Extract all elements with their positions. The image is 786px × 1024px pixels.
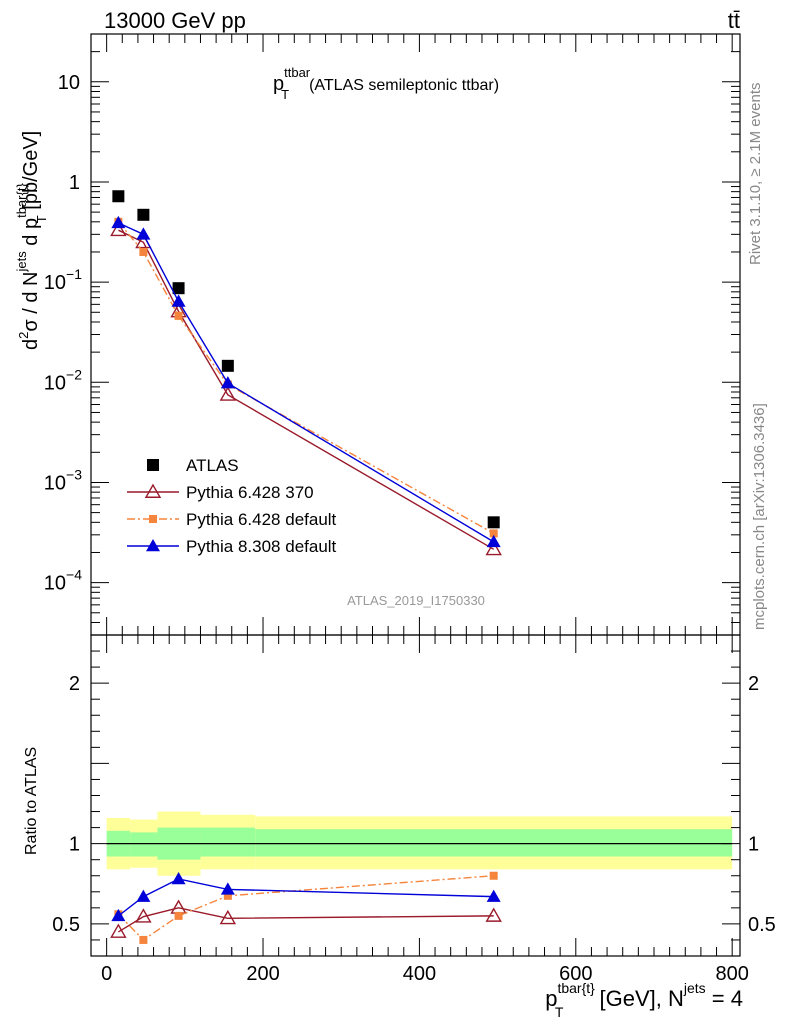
y-tick-label: 10−2 [44, 366, 82, 394]
ratio-panel: 0 200 400 600 800 0.5 0.5 1 1 2 2 [52, 634, 776, 985]
ratio-series-line [117, 875, 494, 941]
data-point-marker [149, 515, 157, 523]
ratio-frame [90, 634, 741, 957]
data-point-marker [219, 386, 237, 401]
legend-label: Pythia 6.428 370 [186, 483, 314, 502]
data-point-marker [221, 359, 234, 372]
rivet-label: Rivet 3.1.10, ≥ 2.1M events [747, 83, 764, 266]
series-line [118, 229, 495, 550]
title-sup: ttbar [284, 65, 311, 80]
x-tick-label: 0 [101, 963, 112, 985]
ratio-y-tick-label: 0.5 [52, 914, 80, 936]
data-point-marker [219, 909, 237, 925]
data-point-marker [489, 871, 498, 880]
data-point-marker [223, 891, 232, 900]
uncertainty-band-inner [130, 832, 158, 857]
ratio-series-line [118, 907, 494, 933]
energy-label: 13000 GeV pp [104, 8, 246, 33]
data-point-marker [485, 540, 502, 556]
title-sub: T [281, 87, 289, 102]
uncertainty-band-inner [255, 829, 733, 857]
data-point-marker [174, 911, 183, 920]
mcplots-label: mcplots.cern.ch [arXiv:1306.3436] [751, 403, 768, 630]
ratio-y-tick-label: 0.5 [748, 914, 776, 936]
data-point-marker [146, 539, 160, 552]
main-panel: 10 1 10−1 10−2 10−3 10−4 [44, 33, 741, 636]
data-point-marker [486, 534, 501, 548]
legend-label: Pythia 8.308 default [186, 537, 337, 556]
data-point-marker [174, 311, 183, 320]
data-point-marker [220, 882, 235, 895]
data-point-marker [139, 247, 148, 256]
data-point-marker [136, 889, 151, 902]
data-point-marker [112, 190, 125, 203]
uncertainty-band-inner [200, 827, 256, 857]
data-point-marker [171, 294, 186, 307]
ratio-y-tick-label: 1 [748, 834, 759, 856]
data-point-marker [170, 899, 187, 914]
legend-label: Pythia 6.428 default [186, 510, 337, 529]
data-point-marker [487, 516, 500, 529]
y-tick-label: 10−1 [44, 266, 82, 294]
ratio-ylabel: Ratio to ATLAS [23, 747, 40, 855]
data-point-marker [111, 215, 126, 229]
title-p: p [273, 73, 284, 95]
xlabel: ptbar{t} T [GeV], Njets = 4 [545, 980, 743, 1020]
data-point-marker [485, 907, 502, 922]
process-label: tt̄ [728, 8, 740, 33]
data-point-marker [171, 871, 186, 885]
data-point-marker [220, 376, 235, 389]
ratio-series-line [117, 878, 494, 917]
title-rest: (ATLAS semileptonic ttbar) [309, 77, 499, 94]
x-tick-label: 800 [715, 963, 748, 985]
data-point-marker [139, 935, 148, 944]
data-point-marker [111, 908, 126, 922]
data-point-marker [137, 208, 150, 221]
analysis-label: ATLAS_2019_I1750330 [347, 593, 485, 608]
ratio-y-tick-label: 1 [69, 834, 80, 856]
y-tick-label: 10−4 [44, 567, 82, 595]
data-point-marker [172, 282, 185, 295]
ratio-y-tick-label: 2 [748, 673, 759, 695]
legend: ATLAS Pythia 6.428 370 Pythia 6.428 defaul… [127, 456, 337, 556]
x-tick-label: 200 [246, 963, 279, 985]
y-tick-label: 1 [69, 172, 80, 194]
data-point-marker [110, 923, 127, 938]
main-ylabel: d2σ / d Njets d ptbar{t}T [pb/GeV] [14, 131, 49, 350]
ratio-y-tick-label: 2 [69, 673, 80, 695]
data-point-marker [135, 908, 152, 923]
data-point-marker [147, 459, 159, 471]
y-tick-label: 10 [58, 72, 80, 94]
data-point-marker [489, 529, 498, 538]
main-title: pttbar T (ATLAS semileptonic ttbar) [273, 65, 499, 102]
y-tick-label: 10−3 [44, 466, 82, 494]
data-point-marker [486, 889, 501, 902]
data-point-marker [144, 483, 162, 498]
x-tick-label: 600 [559, 963, 592, 985]
data-point-marker [110, 221, 127, 237]
x-tick-label: 400 [403, 963, 436, 985]
legend-label: ATLAS [186, 456, 239, 475]
data-point-marker [136, 227, 151, 240]
